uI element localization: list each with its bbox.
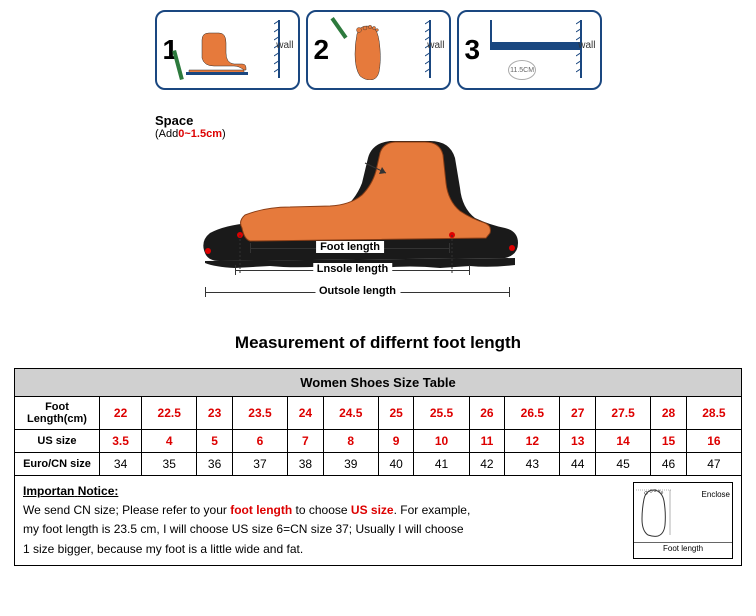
table-cell: 26 <box>469 397 505 430</box>
table-cell: 39 <box>323 453 378 476</box>
table-cell: 40 <box>378 453 414 476</box>
step-1-box: 1 wall <box>155 10 300 90</box>
row-label: Euro/CN size <box>15 453 100 476</box>
table-cell: 22.5 <box>142 397 197 430</box>
step-2-box: 2 wall <box>306 10 451 90</box>
table-cell: 24.5 <box>323 397 378 430</box>
table-cell: 44 <box>560 453 596 476</box>
row-label: Foot Length(cm) <box>15 397 100 430</box>
table-cell: 3.5 <box>100 430 142 453</box>
table-cell: 36 <box>197 453 233 476</box>
table-cell: 41 <box>414 453 469 476</box>
row-label: US size <box>15 430 100 453</box>
wall-label: wall <box>427 40 444 51</box>
table-cell: 11 <box>469 430 505 453</box>
table-cell: 22 <box>100 397 142 430</box>
table-cell: 34 <box>100 453 142 476</box>
table-cell: 26.5 <box>505 397 560 430</box>
table-cell: 43 <box>505 453 560 476</box>
table-cell: 6 <box>232 430 287 453</box>
foot-side-icon <box>184 28 254 78</box>
table-cell: 10 <box>414 430 469 453</box>
table-cell: 24 <box>288 397 324 430</box>
table-cell: 7 <box>288 430 324 453</box>
step-2-number: 2 <box>314 34 330 66</box>
table-cell: 23 <box>197 397 233 430</box>
table-row: US size3.545678910111213141516 <box>15 430 742 453</box>
wall-label: wall <box>276 40 293 51</box>
table-cell: 16 <box>686 430 741 453</box>
measurement-lines: Foot length Lnsole length Outsole length <box>195 248 535 314</box>
table-cell: 13 <box>560 430 596 453</box>
table-cell: 37 <box>232 453 287 476</box>
step-3-box: 3 11.5CM wall <box>457 10 602 90</box>
table-cell: 47 <box>686 453 741 476</box>
table-cell: 46 <box>651 453 687 476</box>
table-cell: 12 <box>505 430 560 453</box>
foot-outline-diagram: Enclose Foot length <box>633 482 733 559</box>
foot-length-label: Foot length <box>316 241 384 253</box>
table-cell: 35 <box>142 453 197 476</box>
table-cell: 28 <box>651 397 687 430</box>
table-cell: 15 <box>651 430 687 453</box>
table-cell: 45 <box>596 453 651 476</box>
table-cell: 27.5 <box>596 397 651 430</box>
measurement-steps: 1 wall 2 <box>0 0 756 95</box>
enclose-label: Enclose <box>702 489 730 502</box>
size-table: Women Shoes Size Table Foot Length(cm)22… <box>14 368 742 476</box>
ruler-icon <box>490 42 580 50</box>
wall-label: wall <box>578 40 595 51</box>
table-cell: 9 <box>378 430 414 453</box>
table-row: Euro/CN size3435363738394041424344454647 <box>15 453 742 476</box>
shoe-diagram: Space (Add0~1.5cm) Foot length Lnsole le… <box>0 103 756 323</box>
table-cell: 4 <box>142 430 197 453</box>
insole-length-label: Lnsole length <box>313 263 393 275</box>
outsole-length-label: Outsole length <box>315 285 400 297</box>
table-cell: 8 <box>323 430 378 453</box>
foot-length-small-label: Foot length <box>634 542 732 556</box>
table-cell: 5 <box>197 430 233 453</box>
step-3-number: 3 <box>465 34 481 66</box>
table-cell: 42 <box>469 453 505 476</box>
measurement-circle: 11.5CM <box>508 60 536 80</box>
table-cell: 25 <box>378 397 414 430</box>
foot-top-icon <box>345 24 390 80</box>
size-table-container: Women Shoes Size Table Foot Length(cm)22… <box>14 368 742 476</box>
foot-outline-icon <box>634 487 674 537</box>
main-title: Measurement of differnt foot length <box>0 333 756 353</box>
table-header: Women Shoes Size Table <box>15 369 742 397</box>
table-cell: 27 <box>560 397 596 430</box>
notice-title: Importan Notice: <box>23 484 118 498</box>
table-cell: 23.5 <box>232 397 287 430</box>
table-cell: 38 <box>288 453 324 476</box>
table-row: Foot Length(cm)2222.52323.52424.52525.52… <box>15 397 742 430</box>
table-cell: 25.5 <box>414 397 469 430</box>
notice-box: Importan Notice: We send CN size; Please… <box>14 476 742 566</box>
table-cell: 14 <box>596 430 651 453</box>
table-cell: 28.5 <box>686 397 741 430</box>
